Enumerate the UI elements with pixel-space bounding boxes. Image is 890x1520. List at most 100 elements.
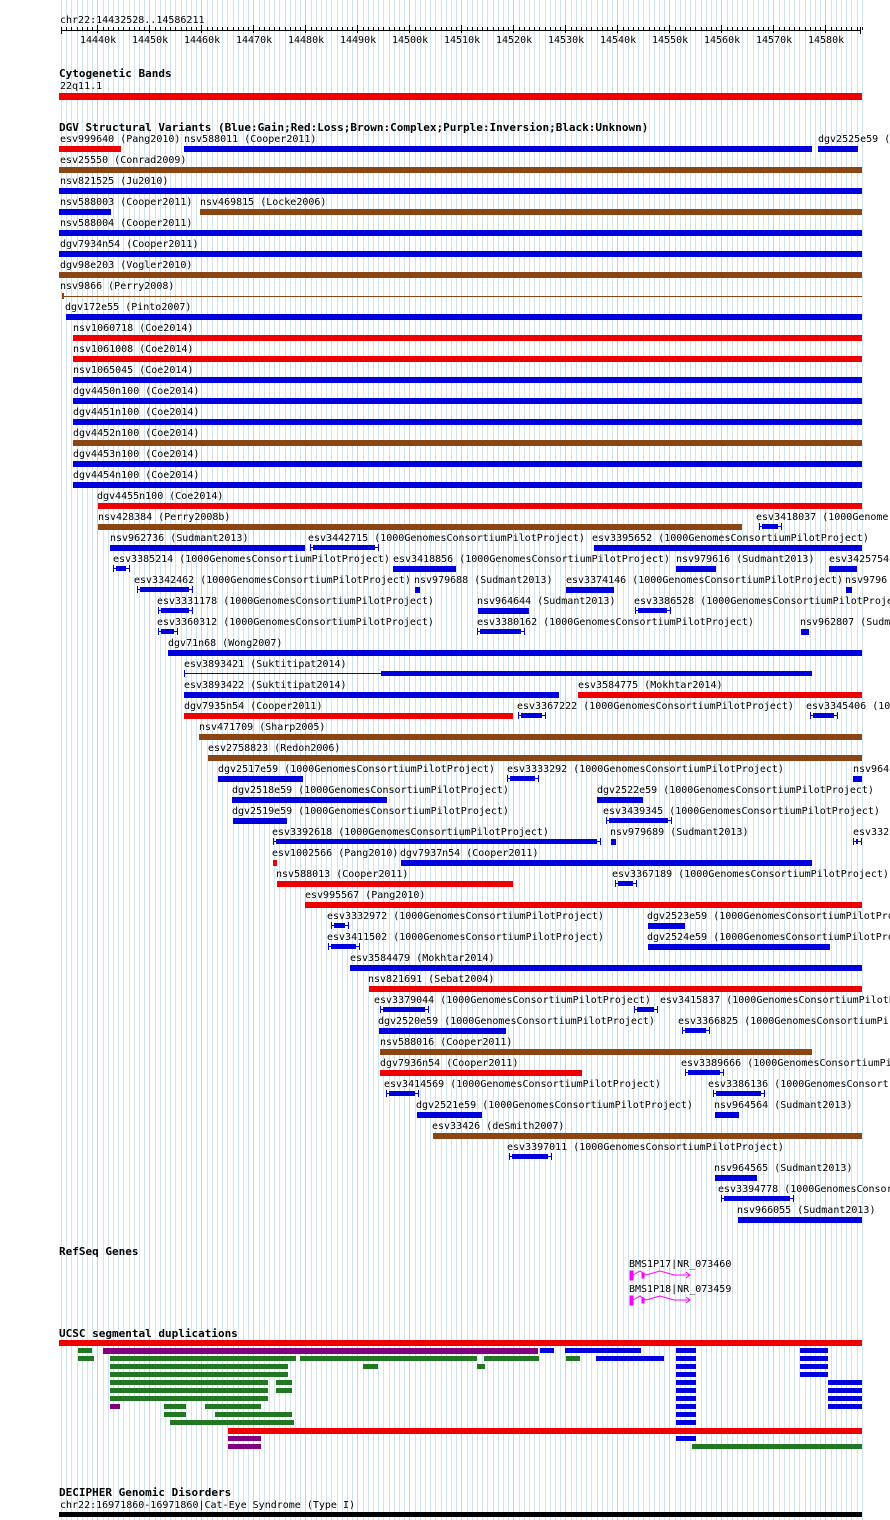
dgv-feature-bar[interactable] <box>161 608 189 613</box>
dgv-feature-label[interactable]: dgv2522e59 (1000GenomesConsortiumPilotPr… <box>597 785 874 796</box>
segdup-feature[interactable] <box>828 1396 862 1401</box>
dgv-feature-bar[interactable] <box>618 881 633 886</box>
dgv-feature-bar[interactable] <box>73 335 862 341</box>
dgv-feature-label[interactable]: esv3439345 (1000GenomesConsortiumPilotPr… <box>603 806 880 817</box>
dgv-feature-label[interactable]: nsv821691 (Sebat2004) <box>368 974 495 985</box>
dgv-feature-bar[interactable] <box>98 503 862 509</box>
dgv-feature-bar[interactable] <box>853 776 862 782</box>
dgv-feature-label[interactable]: esv3425754 <box>829 554 890 565</box>
dgv-feature-label[interactable]: esv3389666 (1000GenomesConsortiumPi <box>681 1058 890 1069</box>
dgv-feature-bar[interactable] <box>59 272 862 278</box>
dgv-feature-label[interactable]: nsv964565 (Sudmant2013) <box>714 1163 853 1174</box>
dgv-feature-bar[interactable] <box>110 545 305 551</box>
dgv-feature-label[interactable]: esv3893421 (Suktitipat2014) <box>184 659 347 670</box>
dgv-feature-label[interactable]: esv3411502 (1000GenomesConsortiumPilotPr… <box>327 932 604 943</box>
dgv-feature-bar[interactable] <box>818 146 858 152</box>
dgv-feature-bar[interactable] <box>73 356 862 362</box>
dgv-feature-label[interactable]: dgv2520e59 (1000GenomesConsortiumPilotPr… <box>378 1016 655 1027</box>
dgv-feature-label[interactable]: esv3342462 (1000GenomesConsortiumPilotPr… <box>134 575 411 586</box>
dgv-feature-bar[interactable] <box>140 587 189 592</box>
ruler-left-arrow[interactable] <box>61 27 62 34</box>
segdup-feature[interactable] <box>110 1404 120 1409</box>
dgv-feature-bar[interactable] <box>218 776 303 782</box>
dgv-feature-bar[interactable] <box>59 230 862 236</box>
dgv-feature-label[interactable]: esv3367189 (1000GenomesConsortiumPilotPr… <box>612 869 889 880</box>
dgv-feature-label[interactable]: esv33426 (deSmith2007) <box>432 1121 565 1132</box>
dgv-feature-bar[interactable] <box>716 1091 761 1096</box>
dgv-feature-bar[interactable] <box>379 1028 506 1034</box>
dgv-feature-label[interactable]: dgv2518e59 (1000GenomesConsortiumPilotPr… <box>232 785 509 796</box>
segdup-feature[interactable] <box>676 1348 696 1353</box>
dgv-feature-label[interactable]: esv3418037 (1000Genome <box>756 512 889 523</box>
dgv-feature-bar[interactable] <box>233 818 287 824</box>
dgv-feature-bar[interactable] <box>383 1007 425 1012</box>
dgv-feature-bar[interactable] <box>73 461 862 467</box>
dgv-feature-label[interactable]: esv3345406 (10 <box>806 701 890 712</box>
segdup-feature[interactable] <box>78 1348 92 1353</box>
dgv-feature-bar[interactable] <box>380 1070 582 1076</box>
dgv-feature-bar[interactable] <box>724 1196 790 1201</box>
segdup-feature[interactable] <box>164 1404 186 1409</box>
dgv-feature-label[interactable]: esv3394778 (1000GenomesConsor <box>718 1184 890 1195</box>
dgv-feature-label[interactable]: esv3415837 (1000GenomesConsortiumPilotPr <box>660 995 890 1006</box>
dgv-feature-label[interactable]: esv999640 (Pang2010) <box>60 134 181 145</box>
segdup-feature[interactable] <box>692 1444 862 1449</box>
dgv-feature-bar[interactable] <box>208 755 862 761</box>
dgv-feature-label[interactable]: esv332 <box>853 827 890 838</box>
dgv-feature-bar[interactable] <box>168 650 862 656</box>
segdup-feature[interactable] <box>110 1380 268 1385</box>
dgv-feature-label[interactable]: nsv962736 (Sudmant2013) <box>110 533 249 544</box>
dgv-feature-label[interactable]: nsv966055 (Sudmant2013) <box>737 1205 876 1216</box>
dgv-feature-bar[interactable] <box>73 482 862 488</box>
segdup-feature[interactable] <box>103 1348 538 1354</box>
segdup-feature[interactable] <box>676 1372 696 1377</box>
segdup-feature[interactable] <box>566 1356 580 1361</box>
dgv-feature-label[interactable]: esv3584479 (Mokhtar2014) <box>350 953 495 964</box>
segdup-feature[interactable] <box>205 1404 261 1409</box>
segdup-feature[interactable] <box>676 1420 696 1425</box>
dgv-feature-label[interactable]: esv2758823 (Redon2006) <box>208 743 341 754</box>
dgv-feature-bar[interactable] <box>199 734 862 740</box>
dgv-feature-label[interactable]: dgv4450n100 (Coe2014) <box>73 386 200 397</box>
dgv-feature-bar[interactable] <box>512 1154 548 1159</box>
dgv-feature-bar[interactable] <box>98 524 742 530</box>
dgv-feature-bar[interactable] <box>401 860 812 866</box>
dgv-feature-label[interactable]: esv1002566 (Pang2010) <box>272 848 399 859</box>
dgv-feature-bar[interactable] <box>369 986 862 992</box>
dgv-feature-bar[interactable] <box>200 209 862 215</box>
dgv-feature-bar[interactable] <box>611 839 616 845</box>
dgv-feature-bar[interactable] <box>232 797 387 803</box>
segdup-feature[interactable] <box>484 1356 539 1361</box>
dgv-feature-label[interactable]: nsv588011 (Cooper2011) <box>184 134 317 145</box>
dgv-feature-label[interactable]: dgv98e203 (Vogler2010) <box>60 260 193 271</box>
dgv-feature-bar[interactable] <box>648 923 685 929</box>
dgv-feature-label[interactable]: nsv469815 (Locke2006) <box>200 197 327 208</box>
dgv-feature-label[interactable]: dgv7936n54 (Cooper2011) <box>380 1058 519 1069</box>
dgv-feature-bar[interactable] <box>73 440 862 446</box>
dgv-feature-bar[interactable] <box>389 1091 415 1096</box>
dgv-feature-bar[interactable] <box>59 146 121 152</box>
dgv-feature-label[interactable]: esv3380162 (1000GenomesConsortiumPilotPr… <box>477 617 754 628</box>
dgv-feature-bar[interactable] <box>578 692 862 698</box>
segdup-feature[interactable] <box>363 1364 378 1369</box>
dgv-feature-bar[interactable] <box>350 965 862 971</box>
segdup-feature[interactable] <box>228 1444 261 1449</box>
dgv-feature-label[interactable]: dgv7937n54 (Cooper2011) <box>400 848 539 859</box>
dgv-feature-bar[interactable] <box>801 629 809 635</box>
ruler-right-arrow[interactable] <box>860 27 861 34</box>
cytoband-22q11-1[interactable] <box>59 93 862 100</box>
dgv-feature-bar[interactable] <box>566 587 614 593</box>
dgv-feature-label[interactable]: esv3374146 (1000GenomesConsortiumPilotPr… <box>566 575 843 586</box>
dgv-feature-bar[interactable] <box>813 713 834 718</box>
dgv-feature-bar[interactable] <box>715 1112 739 1118</box>
segdup-feature[interactable] <box>110 1388 268 1393</box>
dgv-feature-label[interactable]: esv3385214 (1000GenomesConsortiumPilotPr… <box>113 554 390 565</box>
dgv-feature-bar[interactable] <box>184 713 513 719</box>
dgv-feature-bar[interactable] <box>59 188 862 194</box>
dgv-feature-label[interactable]: nsv588013 (Cooper2011) <box>276 869 409 880</box>
dgv-feature-label[interactable]: esv3333292 (1000GenomesConsortiumPilotPr… <box>507 764 784 775</box>
dgv-feature-bar[interactable] <box>676 566 716 572</box>
dgv-feature-label[interactable]: esv3367222 (1000GenomesConsortiumPilotPr… <box>517 701 794 712</box>
dgv-feature-bar[interactable] <box>59 209 111 215</box>
segdup-feature[interactable] <box>676 1436 696 1441</box>
